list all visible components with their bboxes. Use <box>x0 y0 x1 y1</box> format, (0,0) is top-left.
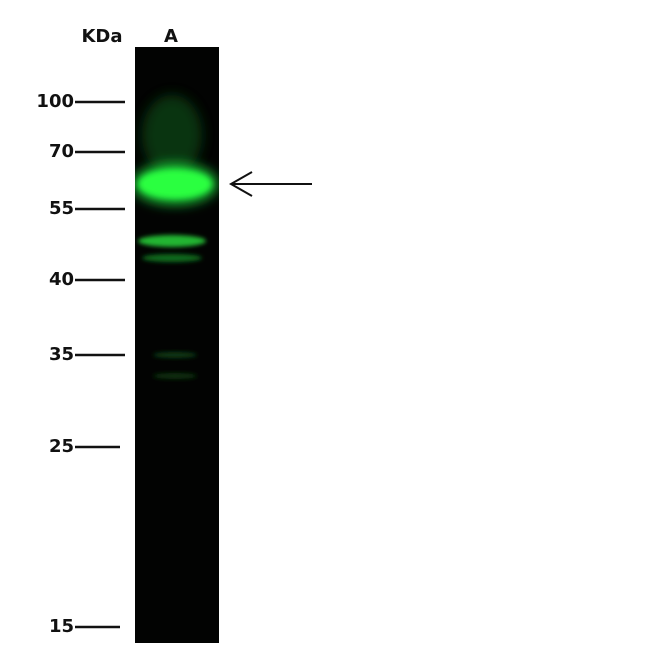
band <box>153 373 197 379</box>
marker-label: 40 <box>49 269 74 290</box>
marker-label: 35 <box>49 344 74 365</box>
marker-label: 15 <box>49 616 74 637</box>
bands <box>135 95 217 379</box>
arrow <box>228 171 312 197</box>
band <box>142 254 202 262</box>
marker-label: 100 <box>36 91 74 112</box>
marker-label: 55 <box>49 198 74 219</box>
marker-label: 70 <box>49 141 74 162</box>
band <box>138 235 206 247</box>
main-band <box>139 170 211 198</box>
marker-label: 25 <box>49 436 74 457</box>
lane-label: A <box>164 26 178 47</box>
band <box>153 352 197 358</box>
smear <box>142 95 202 175</box>
unit-label: KDa <box>81 26 122 47</box>
